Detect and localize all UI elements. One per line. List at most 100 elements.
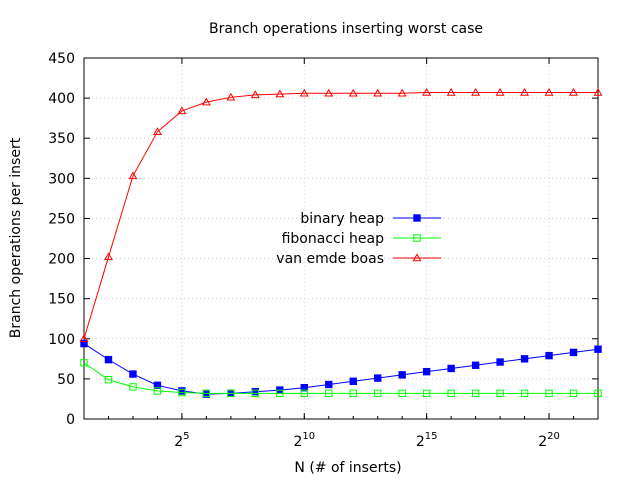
legend-item: van emde boas xyxy=(276,251,441,267)
data-point xyxy=(374,389,382,398)
data-point xyxy=(544,87,554,96)
data-point xyxy=(398,371,406,379)
x-tick-label: 220 xyxy=(538,431,560,450)
data-point xyxy=(520,355,529,363)
x-tick-base: 2 xyxy=(538,434,547,450)
data-point xyxy=(520,389,529,398)
data-point xyxy=(422,87,432,96)
data-point xyxy=(202,389,211,398)
data-point xyxy=(348,88,358,97)
data-point xyxy=(594,345,602,353)
data-point xyxy=(398,389,406,398)
x-tick-exponent: 20 xyxy=(547,431,560,442)
data-point xyxy=(495,87,505,96)
data-point xyxy=(593,87,603,96)
series-fibonacci-heap xyxy=(80,359,602,398)
y-tick-label: 150 xyxy=(48,292,75,308)
y-tick-label: 0 xyxy=(66,412,75,428)
data-point xyxy=(251,389,260,398)
data-point xyxy=(250,90,260,99)
data-point xyxy=(177,106,187,115)
data-point xyxy=(471,361,480,369)
y-tick-label: 200 xyxy=(48,252,75,268)
data-point xyxy=(299,88,309,97)
data-point xyxy=(325,389,333,398)
data-point xyxy=(325,380,333,389)
data-point xyxy=(422,367,431,376)
x-tick-exponent: 10 xyxy=(302,431,315,442)
series-van-emde-boas xyxy=(79,87,603,342)
data-point xyxy=(276,389,284,398)
x-tick-label: 25 xyxy=(174,431,189,450)
data-point xyxy=(545,389,553,398)
y-tick-label: 350 xyxy=(48,131,75,147)
y-tick-label: 450 xyxy=(48,51,75,67)
data-point xyxy=(569,87,578,96)
data-point xyxy=(128,171,138,180)
data-point xyxy=(569,389,578,398)
data-point xyxy=(471,87,481,96)
data-point xyxy=(152,127,162,136)
data-point xyxy=(251,388,260,396)
y-tick-label: 400 xyxy=(48,91,75,107)
series-line xyxy=(83,362,598,394)
data-point xyxy=(201,97,211,106)
data-point xyxy=(300,384,308,392)
data-point xyxy=(594,389,602,398)
x-axis-label: N (# of inserts) xyxy=(294,460,401,476)
data-point xyxy=(446,87,456,96)
data-point xyxy=(129,370,137,378)
x-tick-base: 2 xyxy=(293,434,302,450)
data-point xyxy=(349,377,357,385)
data-point xyxy=(569,348,578,357)
legend-label: binary heap xyxy=(300,211,384,227)
legend-swatch-marker xyxy=(413,214,421,222)
data-point xyxy=(226,92,236,101)
data-point xyxy=(471,389,480,398)
data-point xyxy=(104,375,113,384)
data-point xyxy=(129,383,137,391)
series-line xyxy=(83,91,598,339)
legend-swatch-marker xyxy=(413,234,421,242)
x-tick-exponent: 5 xyxy=(183,431,189,442)
data-point xyxy=(324,88,334,97)
x-tick-exponent: 15 xyxy=(425,431,438,442)
x-tick-base: 2 xyxy=(174,434,183,450)
grid-lines xyxy=(84,58,598,419)
data-point xyxy=(79,334,89,342)
legend-label: van emde boas xyxy=(276,251,384,267)
data-point xyxy=(104,355,113,364)
data-point xyxy=(300,389,308,398)
x-tick-label: 215 xyxy=(416,431,438,450)
data-point xyxy=(153,381,162,390)
data-point xyxy=(496,358,504,366)
data-point xyxy=(153,387,162,395)
data-point xyxy=(227,389,235,398)
data-point xyxy=(447,364,455,373)
series-binary-heap xyxy=(80,339,602,398)
data-point xyxy=(520,87,530,96)
data-point xyxy=(104,252,113,261)
data-point xyxy=(422,389,431,398)
plot-frame xyxy=(83,57,599,420)
legend-swatch-marker xyxy=(412,253,422,262)
data-point xyxy=(447,389,455,398)
data-point xyxy=(80,339,88,348)
data-point xyxy=(178,387,186,395)
data-point xyxy=(80,359,88,367)
series-line xyxy=(83,343,599,395)
y-axis-label: Branch operations per insert xyxy=(8,137,24,338)
legend-item: fibonacci heap xyxy=(282,231,441,247)
y-tick-label: 250 xyxy=(48,211,75,227)
data-point xyxy=(397,88,407,97)
data-point xyxy=(496,389,504,398)
data-point xyxy=(374,374,382,382)
data-point xyxy=(275,89,285,98)
data-point xyxy=(373,88,383,97)
data-point xyxy=(545,351,553,360)
x-tick-base: 2 xyxy=(416,434,425,450)
data-point xyxy=(349,389,357,398)
series-group xyxy=(79,87,603,398)
